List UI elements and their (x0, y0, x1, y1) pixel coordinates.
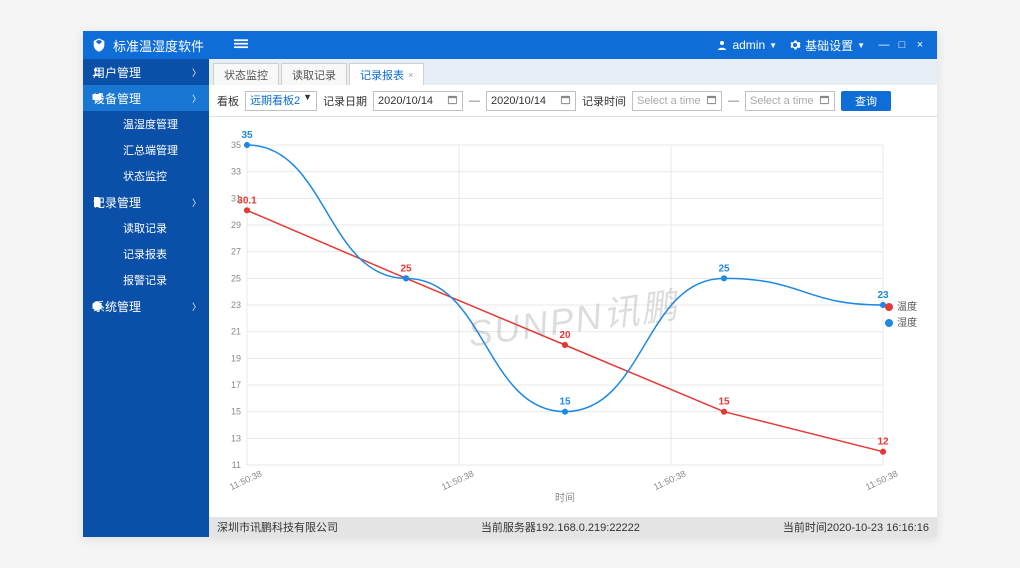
date-to-input[interactable]: 2020/10/14 (486, 91, 576, 111)
sidebar-item-label: 报警记录 (123, 272, 167, 288)
svg-text:35: 35 (231, 140, 241, 150)
status-time: 当前时间2020-10-23 16:16:16 (783, 519, 929, 535)
chevron-icon: 〉 (192, 92, 201, 105)
sidebar-item-label: 温湿度管理 (123, 116, 178, 132)
calendar-icon (560, 94, 571, 108)
kanban-label: 看板 (217, 93, 239, 109)
settings-label: 基础设置 (805, 37, 853, 54)
gear-icon (789, 39, 801, 51)
chevron-icon: 〉 (192, 300, 201, 313)
status-server: 当前服务器192.168.0.219:22222 (338, 519, 783, 535)
status-company: 深圳市讯鹏科技有限公司 (217, 519, 338, 535)
svg-text:温度: 温度 (897, 300, 917, 313)
line-chart: 1113151719212325272931333511:50:3811:50:… (209, 117, 937, 517)
titlebar: 标准温湿度软件 admin ▼ 基础设置 ▼ — □ × (83, 31, 937, 59)
user-label: admin (732, 38, 765, 52)
tab-label: 读取记录 (292, 67, 336, 83)
tab[interactable]: 状态监控 (213, 63, 279, 85)
app-logo-icon (91, 37, 107, 53)
sidebar-item[interactable]: 记录管理〉 (83, 189, 209, 215)
svg-text:25: 25 (400, 263, 412, 274)
sidebar-sub-item[interactable]: 报警记录 (83, 267, 209, 293)
time-from-input[interactable]: Select a time (632, 91, 722, 111)
settings-menu[interactable]: 基础设置 ▼ (789, 37, 865, 54)
user-menu[interactable]: admin ▼ (716, 38, 777, 52)
sidebar-sub-item[interactable]: 状态监控 (83, 163, 209, 189)
status-bar: 深圳市讯鹏科技有限公司 当前服务器192.168.0.219:22222 当前时… (209, 517, 937, 537)
sidebar-sub-item[interactable]: 汇总端管理 (83, 137, 209, 163)
sidebar-item-label: 记录报表 (123, 246, 167, 262)
svg-text:29: 29 (231, 220, 241, 230)
svg-text:11:50:38: 11:50:38 (228, 468, 263, 492)
sidebar-item-label: 读取记录 (123, 220, 167, 236)
svg-text:13: 13 (231, 433, 241, 443)
svg-text:35: 35 (241, 130, 253, 141)
svg-text:19: 19 (231, 353, 241, 363)
doc-icon (91, 196, 103, 208)
app-title: 标准温湿度软件 (113, 36, 204, 55)
window-minimize-button[interactable]: — (875, 39, 893, 51)
svg-text:17: 17 (231, 380, 241, 390)
svg-text:11:50:38: 11:50:38 (864, 468, 899, 492)
chevron-icon: 〉 (192, 196, 201, 209)
filter-bar: 看板 远期看板2▼ 记录日期 2020/10/14 — 2020/10/14 记… (209, 85, 937, 117)
chart-panel: 1113151719212325272931333511:50:3811:50:… (209, 117, 937, 517)
sidebar-sub-item[interactable]: 记录报表 (83, 241, 209, 267)
sidebar: 用户管理〉设备管理〉温湿度管理汇总端管理状态监控记录管理〉读取记录记录报表报警记… (83, 59, 209, 537)
svg-text:15: 15 (718, 397, 730, 408)
cube-icon (91, 300, 103, 312)
sidebar-item[interactable]: 系统管理〉 (83, 293, 209, 319)
svg-text:25: 25 (231, 273, 241, 283)
svg-text:25: 25 (718, 263, 730, 274)
tab[interactable]: 记录报表 × (349, 63, 424, 85)
menu-toggle-icon[interactable] (234, 37, 248, 54)
time-label: 记录时间 (582, 93, 626, 109)
svg-text:23: 23 (877, 290, 889, 301)
svg-text:15: 15 (559, 397, 571, 408)
svg-text:11: 11 (232, 460, 241, 470)
calendar-icon (819, 94, 830, 108)
svg-text:20: 20 (559, 330, 571, 341)
time-dash: — (728, 95, 739, 107)
sidebar-item-label: 汇总端管理 (123, 142, 178, 158)
app-window: 标准温湿度软件 admin ▼ 基础设置 ▼ — □ × 用户管理〉设备管理〉温… (83, 31, 937, 537)
main-area: 状态监控 读取记录 记录报表 × 看板 远期看板2▼ 记录日期 2020/10/14 … (209, 59, 937, 537)
users-icon (91, 66, 103, 78)
window-maximize-button[interactable]: □ (893, 39, 911, 51)
tab-label: 状态监控 (224, 67, 268, 83)
date-dash: — (469, 95, 480, 107)
svg-text:23: 23 (231, 300, 241, 310)
tab-close-icon[interactable]: × (408, 70, 413, 80)
svg-text:12: 12 (877, 437, 889, 448)
tab-strip: 状态监控 读取记录 记录报表 × (209, 59, 937, 85)
svg-text:11:50:38: 11:50:38 (652, 468, 687, 492)
svg-text:27: 27 (231, 247, 241, 257)
window-close-button[interactable]: × (911, 39, 929, 51)
sidebar-item[interactable]: 设备管理〉 (83, 85, 209, 111)
date-label: 记录日期 (323, 93, 367, 109)
svg-text:时间: 时间 (555, 491, 575, 504)
tab[interactable]: 读取记录 (281, 63, 347, 85)
time-to-input[interactable]: Select a time (745, 91, 835, 111)
tab-label: 记录报表 (360, 67, 404, 83)
kanban-select[interactable]: 远期看板2▼ (245, 91, 317, 111)
svg-text:33: 33 (231, 167, 241, 177)
calendar-icon (447, 94, 458, 108)
sidebar-sub-item[interactable]: 读取记录 (83, 215, 209, 241)
svg-text:21: 21 (231, 327, 241, 337)
date-from-input[interactable]: 2020/10/14 (373, 91, 463, 111)
svg-text:15: 15 (231, 407, 241, 417)
sidebar-item[interactable]: 用户管理〉 (83, 59, 209, 85)
svg-text:湿度: 湿度 (897, 316, 917, 329)
svg-text:30.1: 30.1 (237, 195, 257, 206)
query-button[interactable]: 查询 (841, 91, 891, 111)
chevron-icon: 〉 (192, 66, 201, 79)
calendar-icon (706, 94, 717, 108)
user-icon (716, 39, 728, 51)
sidebar-sub-item[interactable]: 温湿度管理 (83, 111, 209, 137)
sidebar-item-label: 状态监控 (123, 168, 167, 184)
svg-text:11:50:38: 11:50:38 (440, 468, 475, 492)
monitor-icon (91, 92, 103, 104)
